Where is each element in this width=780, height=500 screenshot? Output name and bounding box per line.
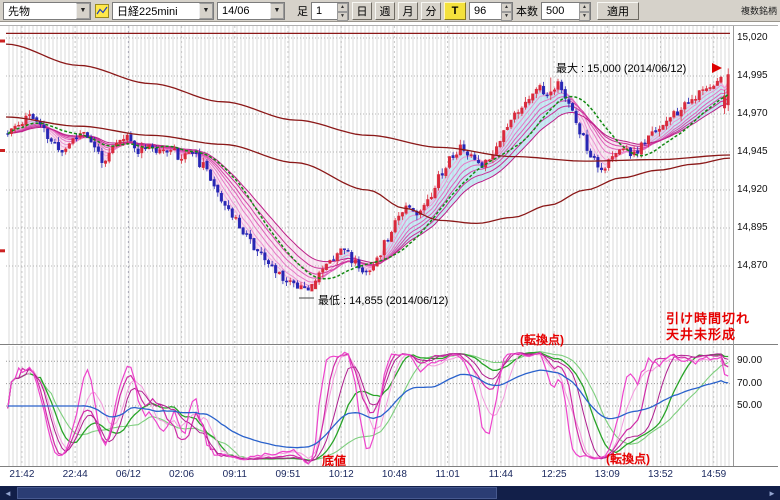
spinner-arrows-icon[interactable]: ▲ ▼ — [579, 2, 590, 21]
chevron-down-icon[interactable]: ▼ — [199, 2, 213, 19]
bar-count-spinner[interactable]: 500 ▲ ▼ — [541, 1, 591, 21]
interval-spinner[interactable]: 1 ▲ ▼ — [311, 1, 349, 21]
chart-toolbar: 先物 ▼ 日経225mini ▼ 14/06 ▼ 足 1 ▲ ▼ 日 週 月 分 … — [0, 0, 780, 22]
chart-canvas[interactable] — [0, 22, 780, 486]
minutes-value: 96 — [474, 4, 487, 17]
bar-count-label: 本数 — [516, 5, 538, 18]
period-day-button[interactable]: 日 — [352, 1, 372, 20]
symbol-chart-icon — [94, 3, 109, 18]
chevron-down-icon[interactable]: ▼ — [76, 2, 90, 19]
spinner-arrows-icon[interactable]: ▲ ▼ — [501, 2, 512, 21]
symbol-dropdown[interactable]: 日経225mini ▼ — [112, 1, 214, 20]
multi-symbol-label[interactable]: 複数銘柄 — [740, 6, 777, 16]
instrument-type-dropdown[interactable]: 先物 ▼ — [3, 1, 91, 20]
chart-scrollbar[interactable]: ◄ ► — [0, 486, 780, 500]
tick-chart-button[interactable]: T — [444, 1, 466, 20]
period-minute-button[interactable]: 分 — [421, 1, 441, 20]
scroll-left-icon[interactable]: ◄ — [4, 488, 12, 498]
bar-count-value: 500 — [546, 4, 565, 17]
contract-month-dropdown[interactable]: 14/06 ▼ — [217, 1, 285, 20]
instrument-type-value: 先物 — [8, 5, 30, 18]
scroll-right-icon[interactable]: ► — [768, 488, 776, 498]
period-month-button[interactable]: 月 — [398, 1, 418, 20]
spinner-arrows-icon[interactable]: ▲ ▼ — [337, 2, 348, 21]
period-week-button[interactable]: 週 — [375, 1, 395, 20]
interval-value: 1 — [316, 4, 323, 17]
apply-button[interactable]: 適用 — [597, 1, 639, 20]
chevron-down-icon[interactable]: ▼ — [270, 2, 284, 19]
bar-type-label: 足 — [297, 5, 308, 18]
contract-month-value: 14/06 — [222, 4, 250, 17]
minutes-spinner[interactable]: 96 ▲ ▼ — [469, 1, 513, 21]
scrollbar-thumb[interactable] — [17, 487, 497, 499]
symbol-value: 日経225mini — [117, 5, 178, 18]
